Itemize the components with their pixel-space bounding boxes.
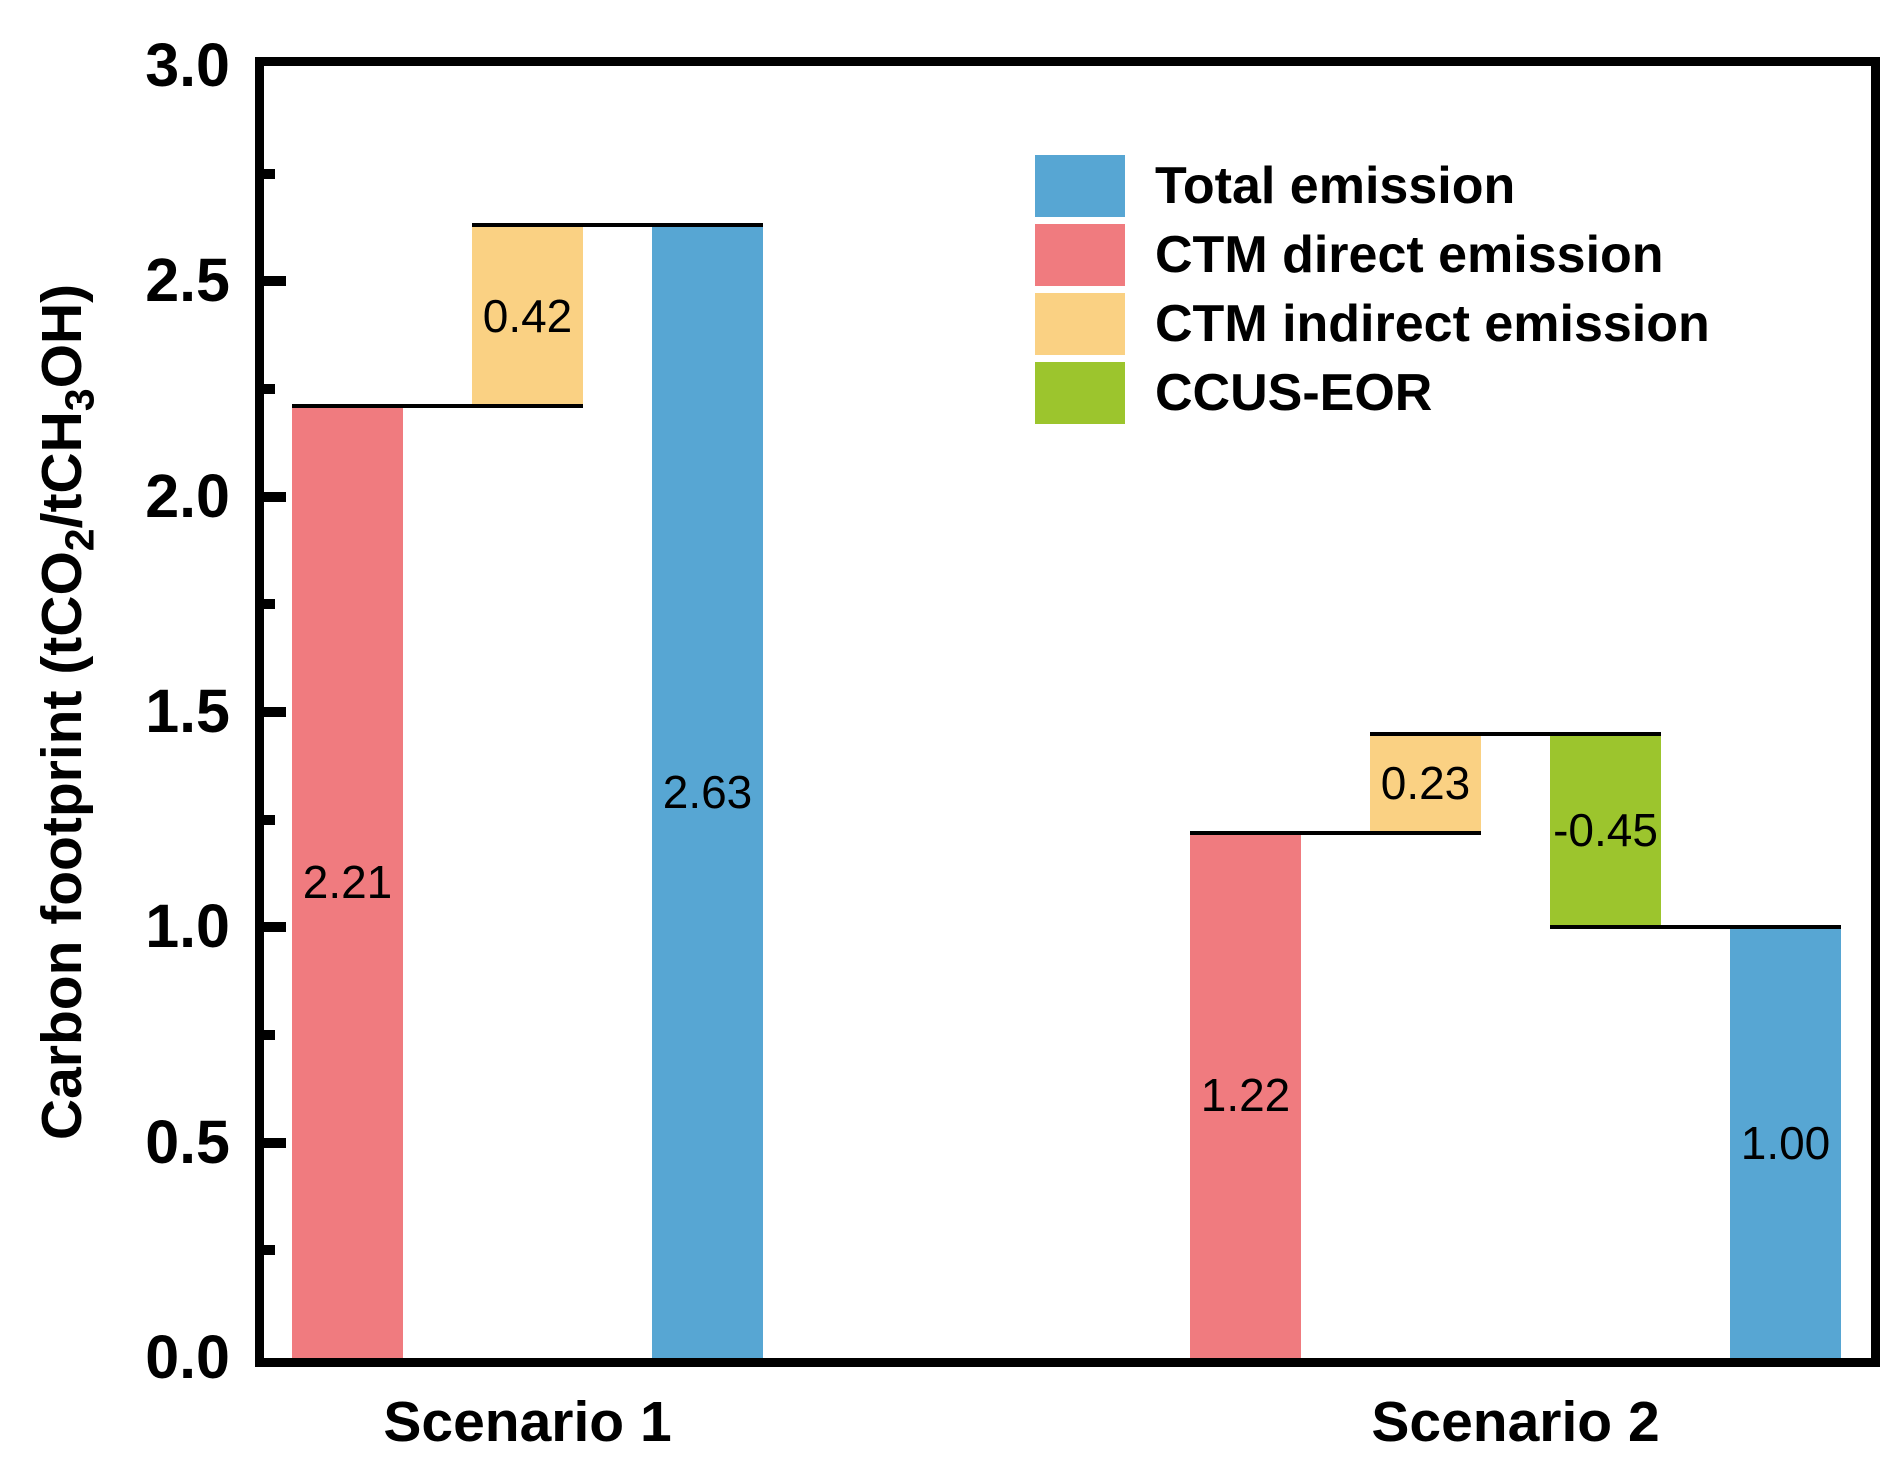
bar-value-label-0.23: 0.23 — [1380, 757, 1471, 810]
bar-value-label-2.63: 2.63 — [662, 765, 753, 818]
bar-scenario-2-total-emission — [1730, 927, 1841, 1358]
legend-label-total-emission: Total emission — [1155, 157, 1516, 215]
x-axis-label-scenario-1: Scenario 1 — [383, 1390, 672, 1454]
y-tick-label-0.5: 0.5 — [145, 1107, 230, 1176]
y-tick-label-3.0: 3.0 — [145, 31, 230, 99]
bar-scenario-2-ctm-indirect-emission — [1370, 733, 1481, 833]
bar-value-label-2.21: 2.21 — [302, 856, 393, 909]
bar-value-label-1.22: 1.22 — [1200, 1069, 1291, 1122]
y-tick-label-1.0: 1.0 — [145, 892, 230, 961]
waterfall-connector-scenario-2-1.45 — [1370, 731, 1661, 736]
bar-value-label--0.45: -0.45 — [1553, 804, 1658, 857]
y-tick-major-2.5 — [264, 276, 286, 287]
legend-swatch-ctm-direct-emission — [1035, 224, 1125, 286]
legend-label-ctm-direct-emission: CTM direct emission — [1155, 226, 1664, 284]
waterfall-connector-scenario-1-2.21 — [292, 404, 583, 409]
legend-label-ccus-eor: CCUS-EOR — [1155, 364, 1433, 422]
y-tick-minor-2.75 — [264, 168, 275, 179]
y-tick-major-1.5 — [264, 707, 286, 717]
y-tick-minor-1.75 — [264, 599, 275, 610]
y-tick-label-2.0: 2.0 — [145, 461, 230, 530]
y-tick-major-1.0 — [264, 922, 286, 933]
legend-swatch-total-emission — [1035, 155, 1125, 217]
bar-value-label-0.42: 0.42 — [482, 289, 573, 342]
waterfall-connector-scenario-2-1 — [1550, 925, 1841, 930]
waterfall-connector-scenario-1-2.63 — [472, 223, 763, 228]
legend-swatch-ctm-indirect-emission — [1035, 293, 1125, 355]
x-axis-label-scenario-2: Scenario 2 — [1371, 1390, 1660, 1454]
y-tick-major-2.0 — [264, 491, 286, 502]
bar-scenario-1-total-emission — [652, 225, 763, 1358]
y-tick-minor-0.75 — [264, 1030, 275, 1040]
bar-value-label-1.00: 1.00 — [1740, 1116, 1831, 1169]
bar-scenario-1-ctm-direct-emission — [292, 406, 403, 1358]
y-tick-label-2.5: 2.5 — [145, 246, 230, 315]
y-tick-minor-2.25 — [264, 384, 275, 394]
bar-scenario-2-ctm-direct-emission — [1190, 832, 1301, 1358]
waterfall-connector-scenario-2-1.22 — [1190, 830, 1481, 835]
y-tick-major-0.5 — [264, 1137, 286, 1148]
legend-label-ctm-indirect-emission: CTM indirect emission — [1155, 295, 1710, 353]
y-tick-minor-1.25 — [264, 814, 275, 825]
bar-scenario-1-ctm-indirect-emission — [472, 225, 583, 407]
y-tick-label-0.0: 0.0 — [145, 1323, 230, 1391]
y-tick-label-1.5: 1.5 — [145, 677, 230, 745]
legend-swatch-ccus-eor — [1035, 362, 1125, 424]
y-tick-minor-0.25 — [264, 1245, 275, 1256]
bar-scenario-2-ccus-eor — [1550, 733, 1661, 928]
